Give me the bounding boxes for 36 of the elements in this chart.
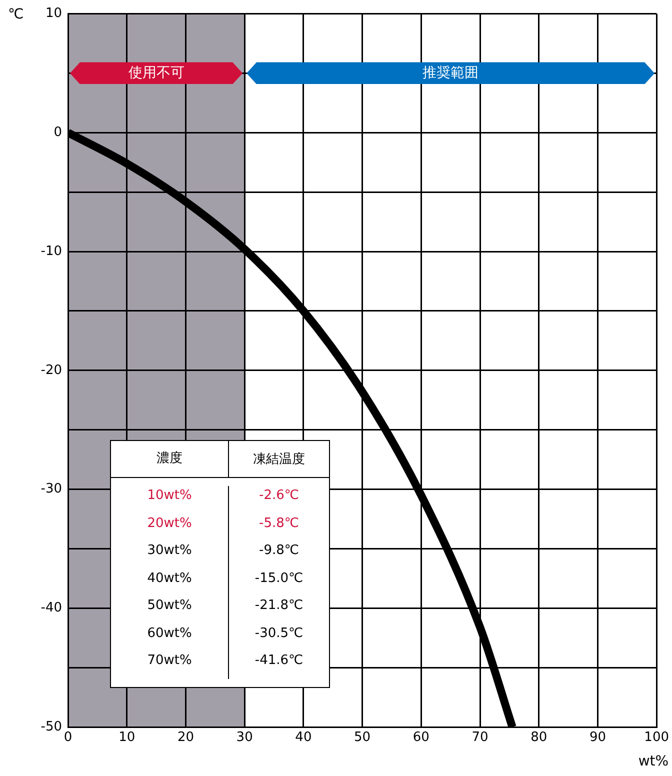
x-tick-label: 0 — [64, 730, 72, 746]
annotation: 濃度 — [111, 441, 229, 477]
x-tick-label: 40 — [295, 730, 312, 746]
x-tick-label: 100 — [644, 730, 670, 746]
x-tick-label: 90 — [589, 730, 606, 746]
annotation: 70wt% — [146, 652, 193, 670]
x-tick-label: 80 — [530, 730, 548, 746]
annotation: -41.6℃ — [254, 652, 304, 670]
y-tick-label: -30 — [40, 482, 62, 497]
x-tick-label: 70 — [472, 730, 488, 746]
y-tick-label: -20 — [40, 362, 62, 378]
x-tick-label: 10 — [118, 730, 136, 746]
annotation: 50wt% — [146, 597, 193, 615]
annotation: -5.8℃ — [258, 514, 300, 532]
annotation: -9.8℃ — [258, 542, 300, 560]
y-tick-label: 10 — [45, 6, 62, 22]
y-tick-label: -40 — [40, 600, 62, 616]
x-tick-label: 50 — [354, 730, 371, 746]
annotation: 30wt% — [146, 542, 193, 560]
x-axis-title: wt% — [638, 754, 669, 770]
y-tick-label: -50 — [40, 719, 62, 734]
annotation: 40wt% — [146, 570, 193, 588]
annotation: -2.6℃ — [258, 487, 300, 505]
annotation: 60wt% — [146, 624, 193, 642]
x-tick-label: 60 — [412, 730, 430, 746]
annotation: -15.0℃ — [254, 570, 304, 588]
annotation: -30.5℃ — [254, 624, 304, 642]
y-axis-title: ℃ — [8, 6, 24, 23]
annotation: 20wt% — [146, 514, 193, 532]
y-tick-label: 0 — [54, 125, 62, 140]
annotation: -21.8℃ — [254, 597, 304, 615]
y-tick-label: -10 — [40, 244, 62, 259]
annotation: 10wt% — [146, 487, 193, 505]
x-tick-label: 30 — [236, 730, 253, 746]
x-tick-label: 20 — [177, 730, 194, 746]
annotation: 凍結温度 — [252, 451, 306, 469]
